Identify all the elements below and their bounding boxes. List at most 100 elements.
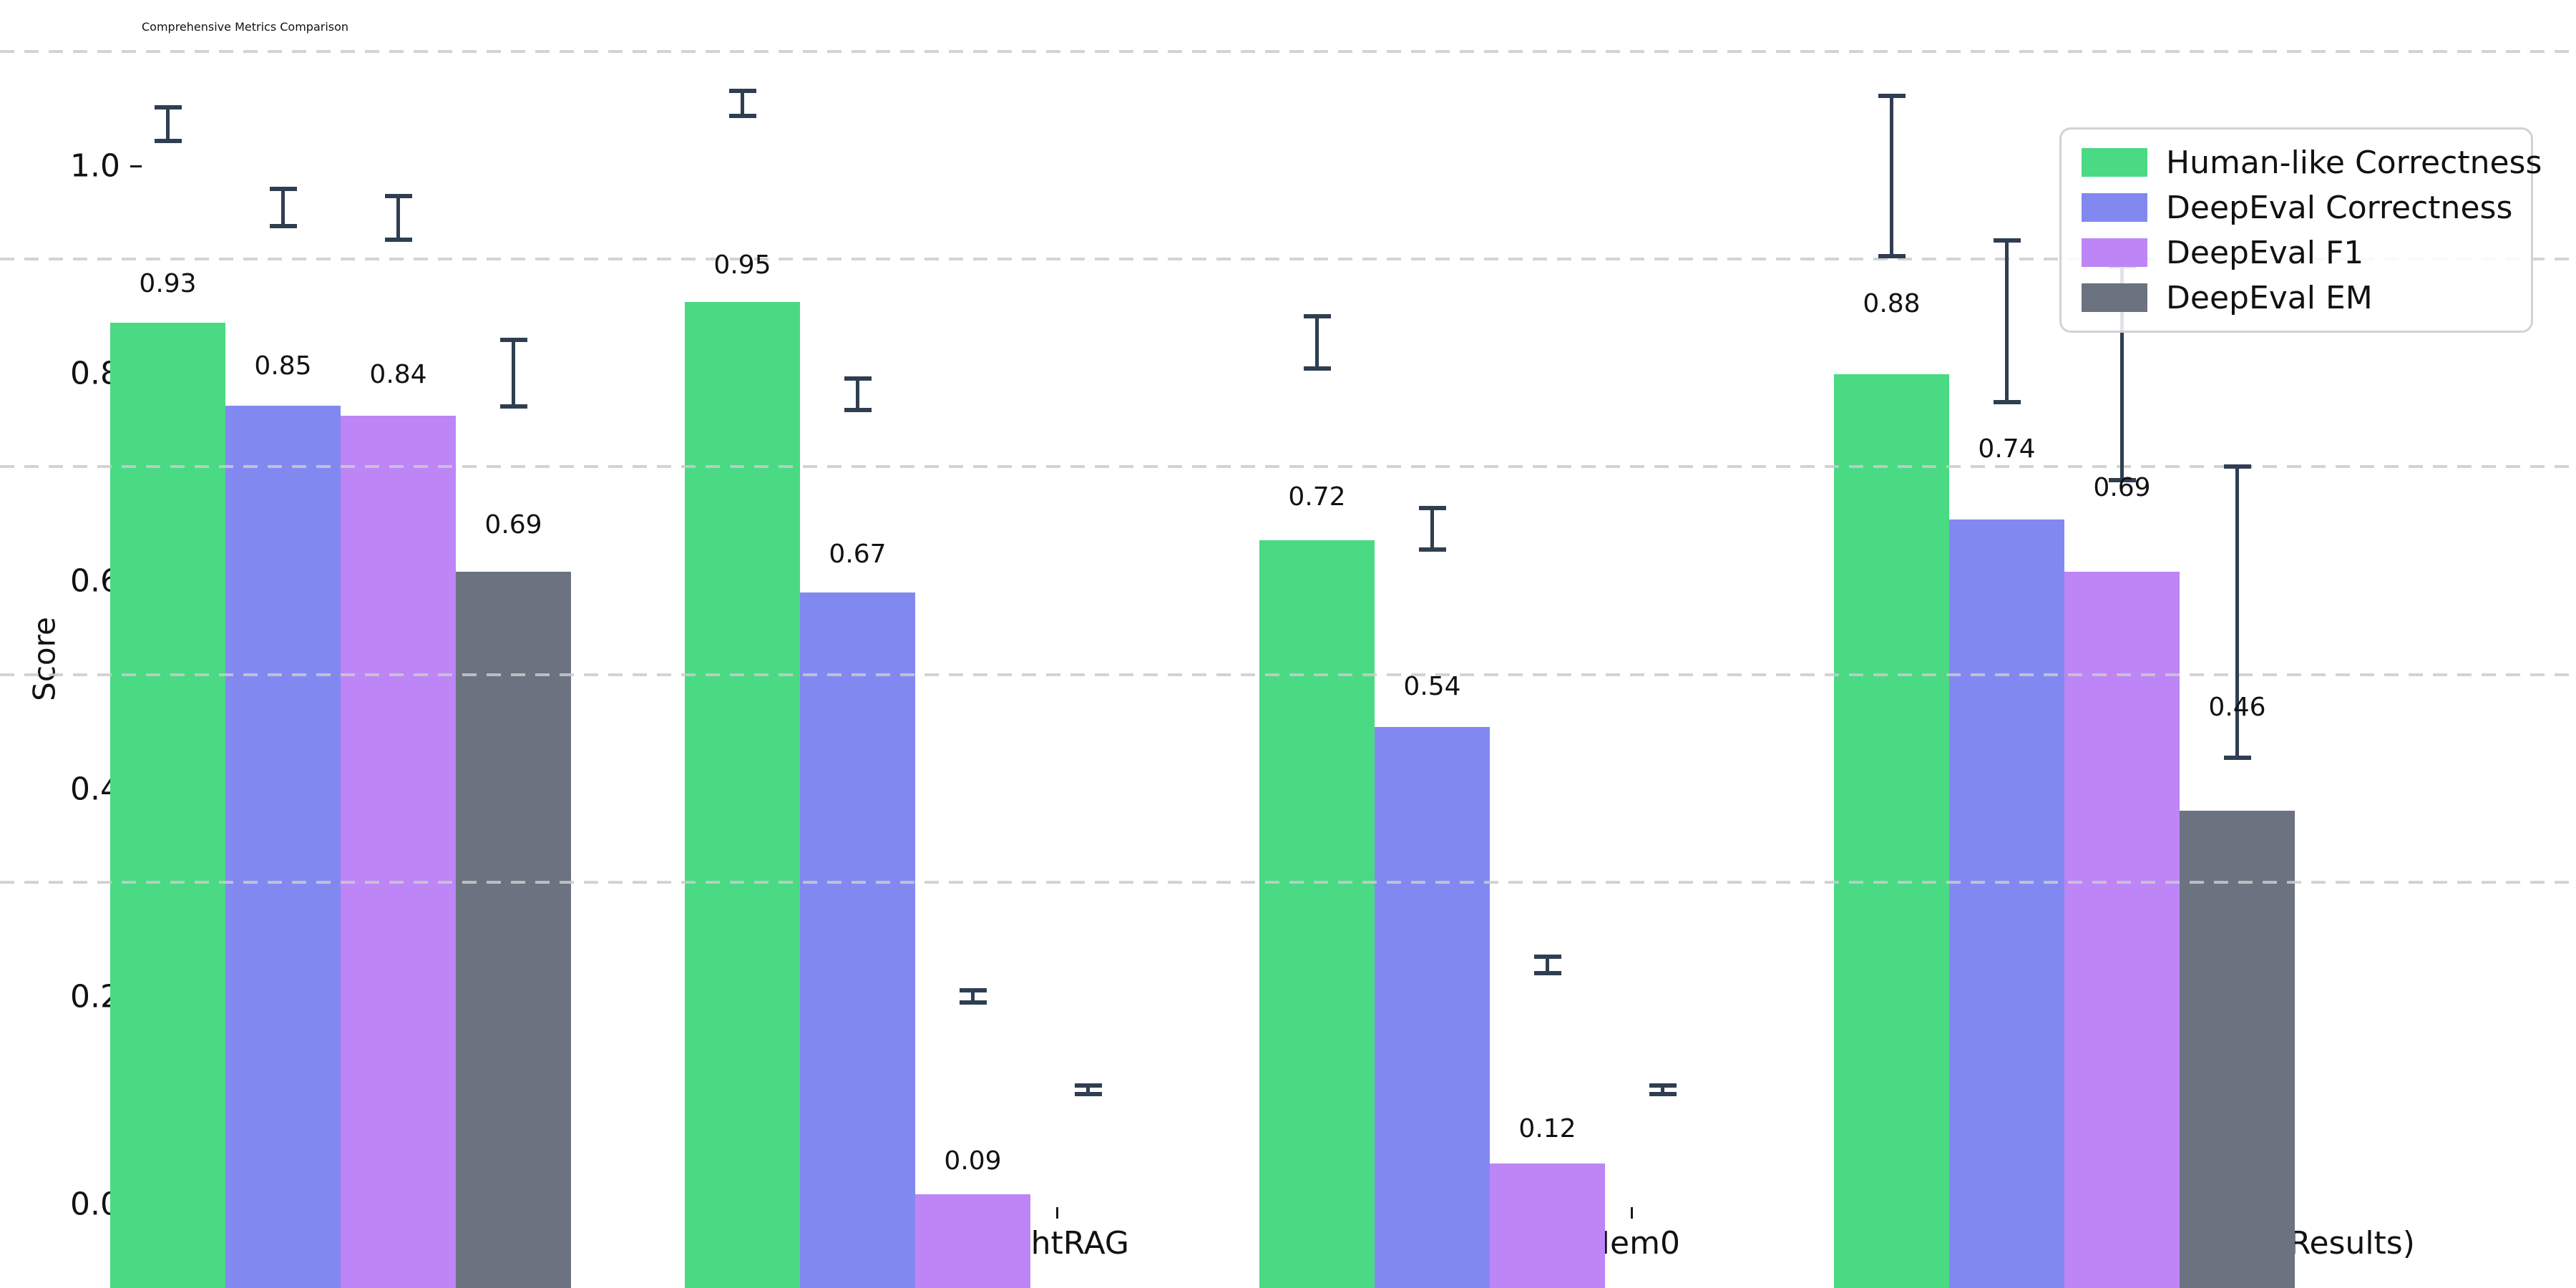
error-bar-cap [2223, 755, 2251, 760]
error-bar-cap [1303, 366, 1331, 371]
legend-item: Human-like Correctness [2082, 145, 2542, 181]
y-tick-label: 0.8 [70, 355, 120, 392]
error-bar [1546, 957, 1549, 974]
bar [1834, 374, 1949, 1288]
bar [1490, 1163, 1605, 1288]
error-bar-cap [1878, 253, 1906, 258]
error-bar-cap [1074, 1091, 1102, 1096]
value-label: 0.85 [254, 351, 312, 381]
error-bar-cap [844, 407, 872, 412]
error-bar-cap [959, 1000, 987, 1005]
error-bar [971, 990, 975, 1003]
error-bar-cap [959, 987, 987, 992]
y-tick-label: 0.0 [70, 1186, 120, 1223]
legend-label: DeepEval F1 [2166, 234, 2364, 271]
error-bar [2235, 467, 2239, 758]
error-bar-cap [1533, 971, 1561, 976]
error-bar-cap [384, 237, 412, 242]
error-bar-cap [384, 193, 412, 198]
error-bar-cap [269, 223, 297, 228]
x-tick-mark [1630, 1207, 1633, 1219]
legend-item: DeepEval EM [2082, 279, 2511, 316]
value-label: 0.84 [369, 359, 427, 389]
error-bar [1890, 96, 1893, 256]
bar [1375, 727, 1490, 1288]
legend-label: DeepEval EM [2166, 279, 2373, 316]
error-bar-cap [269, 186, 297, 191]
bar [341, 416, 456, 1288]
value-label: 0.88 [1863, 289, 1921, 319]
error-bar-cap [499, 338, 527, 343]
bar [225, 405, 341, 1288]
value-label: 0.95 [713, 250, 771, 280]
bar [800, 592, 915, 1288]
error-bar [396, 195, 400, 240]
legend: Human-like Correctness DeepEval Correctne… [2059, 127, 2542, 333]
error-bar [856, 379, 859, 410]
error-bar [1430, 508, 1434, 550]
error-bar-cap [1649, 1083, 1677, 1088]
legend-label: DeepEval Correctness [2166, 189, 2513, 226]
error-bar-cap [728, 89, 756, 94]
error-bar-cap [2223, 464, 2251, 469]
bar [2180, 810, 2295, 1288]
error-bar-cap [1074, 1083, 1102, 1088]
error-bar-cap [1418, 547, 1446, 552]
value-label: 0.69 [484, 509, 542, 540]
error-bar [512, 340, 515, 407]
gridline [0, 50, 2576, 53]
error-bar [166, 107, 170, 141]
error-bar-cap [1993, 400, 2021, 405]
error-bar-cap [154, 105, 182, 110]
error-bar-cap [844, 376, 872, 381]
y-tick-label: 0.6 [70, 562, 120, 600]
chart-title: Comprehensive Metrics Comparison [142, 20, 349, 34]
y-tick-label: 0.4 [70, 771, 120, 808]
gridline [0, 673, 2576, 676]
y-tick-mark [130, 165, 142, 167]
gridline [0, 880, 2576, 884]
gridline [0, 258, 2576, 261]
value-label: 0.54 [1403, 671, 1461, 701]
gridline [0, 465, 2576, 469]
error-bar-cap [1418, 506, 1446, 511]
value-label: 0.93 [139, 268, 197, 298]
error-bar-cap [1533, 955, 1561, 960]
value-label: 0.67 [829, 539, 887, 569]
legend-item: DeepEval Correctness [2082, 189, 2513, 226]
error-bar [2005, 240, 2009, 403]
error-bar-cap [2108, 478, 2136, 483]
error-bar-cap [1878, 94, 1906, 99]
error-bar [281, 188, 285, 226]
legend-swatch [2082, 193, 2147, 222]
error-bar-cap [728, 113, 756, 118]
error-bar [1086, 1085, 1090, 1094]
error-bar-cap [1303, 314, 1331, 318]
bar [1259, 540, 1375, 1288]
value-label: 0.46 [2208, 692, 2266, 722]
error-bar [1315, 316, 1319, 369]
bar [456, 571, 571, 1288]
legend-swatch [2082, 283, 2147, 312]
error-bar [741, 91, 744, 116]
error-bar [1661, 1085, 1664, 1094]
error-bar-cap [1649, 1091, 1677, 1096]
y-axis-label: Score [26, 617, 62, 701]
value-label: 0.09 [944, 1146, 1002, 1176]
value-label: 0.74 [1978, 434, 2036, 464]
error-bar [2120, 266, 2124, 481]
legend-label: Human-like Correctness [2166, 144, 2542, 181]
bar [110, 322, 225, 1288]
error-bar-cap [1993, 238, 2021, 243]
value-label: 0.12 [1518, 1114, 1576, 1144]
y-tick-label: 1.0 [70, 147, 120, 185]
legend-swatch [2082, 148, 2147, 177]
value-label: 0.72 [1288, 482, 1346, 512]
bar [1949, 519, 2064, 1288]
legend-item: DeepEval F1 [2082, 234, 2511, 271]
x-tick-mark [1055, 1207, 1058, 1219]
bar [915, 1194, 1030, 1288]
bar [2064, 571, 2180, 1288]
error-bar-cap [154, 138, 182, 143]
